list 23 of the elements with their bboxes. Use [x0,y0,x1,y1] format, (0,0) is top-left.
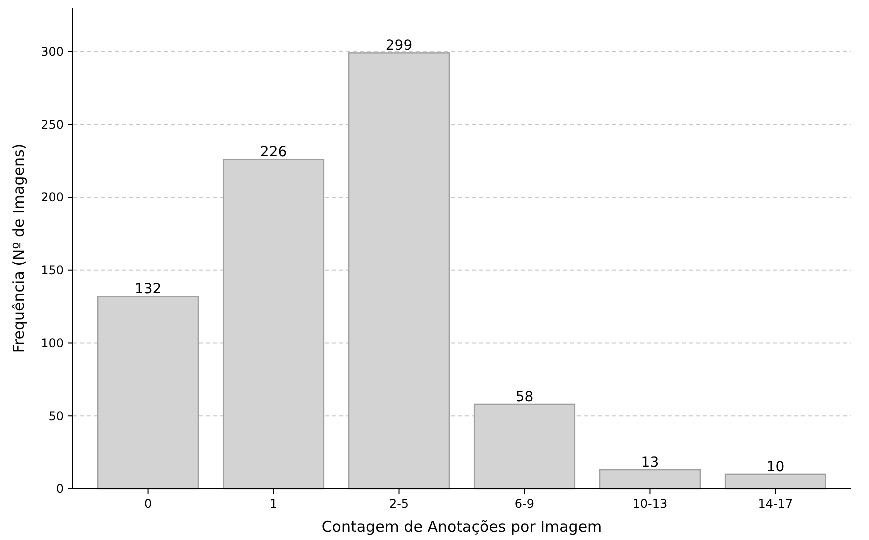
data-label: 226 [260,144,288,161]
x-tick-label: 2-5 [389,497,410,511]
data-label: 10 [766,459,785,476]
y-tick-label: 200 [41,190,64,205]
data-label: 58 [516,389,534,406]
y-tick-label: 250 [41,118,64,132]
y-tick-label: 50 [48,409,64,424]
y-tick-label: 100 [41,336,64,350]
data-label: 299 [386,38,413,54]
x-tick-label: 1 [270,497,278,511]
bar [599,469,702,490]
x-axis-title: Contagem de Anotações por Imagem [322,518,602,536]
y-tick-label: 0 [56,482,64,496]
y-axis-title: Frequência (Nº de Imagens) [10,144,28,354]
bar [724,474,827,490]
y-tick-label: 300 [41,44,64,59]
x-tick-label: 6-9 [514,497,535,511]
y-tick-label: 150 [41,264,64,278]
x-tick-label: 0 [144,497,152,511]
data-label: 13 [641,455,660,472]
x-tick-label: 14-17 [758,497,794,511]
x-tick-label: 10-13 [632,497,668,511]
data-label: 132 [134,282,162,298]
